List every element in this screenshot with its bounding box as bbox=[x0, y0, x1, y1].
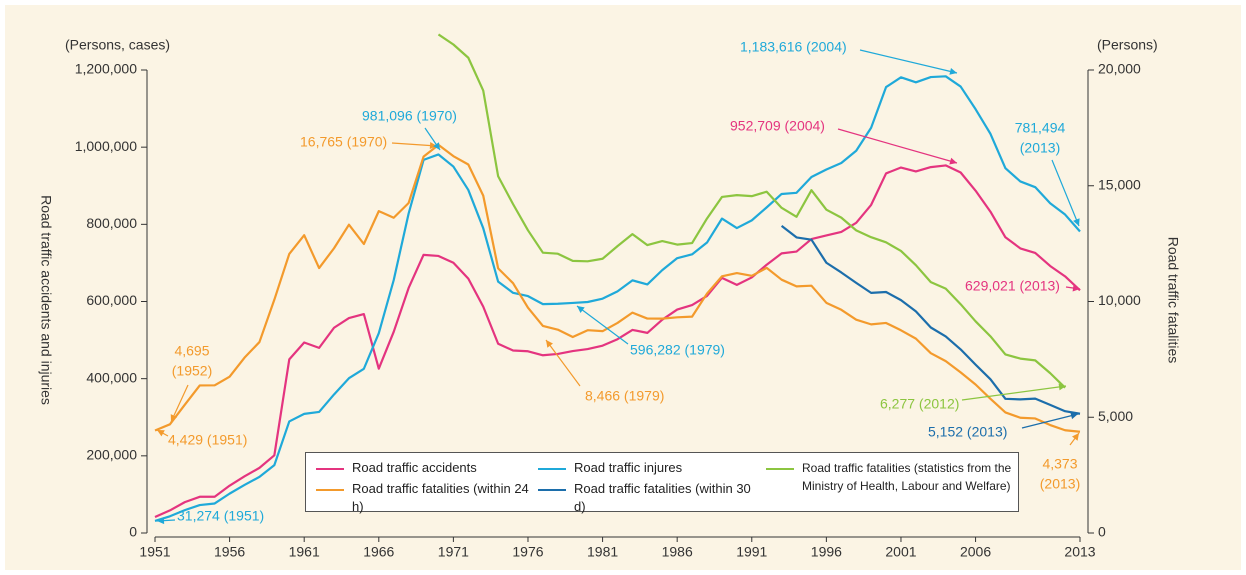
arrow-head bbox=[1058, 383, 1066, 391]
arrow-head bbox=[429, 142, 437, 150]
arrow-head bbox=[433, 142, 440, 150]
legend-item: Road traffic accidents bbox=[310, 459, 532, 480]
y2-tick-label: 0 bbox=[1098, 524, 1106, 540]
arrow-head bbox=[1070, 412, 1078, 420]
arrow-head bbox=[546, 340, 553, 348]
series-line bbox=[780, 224, 1081, 415]
legend-item: Road traffic fatalities (within 24 h) bbox=[310, 480, 532, 514]
x-tick-label: 1981 bbox=[587, 544, 618, 560]
annotation-arrow bbox=[391, 142, 438, 147]
legend-label: Road traffic fatalities (within 30 d) bbox=[574, 481, 751, 514]
annotation: 4,429 (1951) bbox=[168, 432, 247, 448]
series-line bbox=[154, 75, 1081, 522]
y-tick-label: 0 bbox=[129, 524, 137, 540]
x-tick-label: 1991 bbox=[736, 544, 767, 560]
annotation-arrow bbox=[961, 385, 1067, 401]
x-tick-label: 1996 bbox=[811, 544, 842, 560]
annotation: 8,466 (1979) bbox=[585, 388, 664, 404]
annotation: 1,183,616 (2004) bbox=[740, 39, 847, 55]
annotation-arrow bbox=[576, 305, 629, 345]
arrow-head bbox=[949, 67, 957, 75]
legend-label: Road traffic fatalities (within 24 h) bbox=[352, 481, 529, 514]
y-axis-title: Road traffic accidents and injuries bbox=[38, 195, 54, 405]
x-tick-label: 2001 bbox=[885, 544, 916, 560]
legend-item: Road traffic fatalities (within 30 d) bbox=[532, 480, 760, 514]
y2-axis-title: Road traffic fatalities bbox=[1165, 237, 1181, 364]
y-tick-label: 600,000 bbox=[86, 292, 137, 308]
legend-swatch bbox=[538, 489, 566, 491]
annotation: 5,152 (2013) bbox=[928, 424, 1007, 440]
legend-swatch bbox=[538, 468, 566, 470]
annotation: 952,709 (2004) bbox=[730, 118, 825, 134]
x-tick-label: 1971 bbox=[438, 544, 469, 560]
legend-item: Road traffic fatalities (statistics from… bbox=[760, 459, 1024, 501]
legend-item: Road traffic injures bbox=[532, 459, 760, 480]
annotation: 4,373 bbox=[1042, 456, 1077, 472]
annotation-arrow bbox=[1051, 159, 1080, 227]
annotation-arrow bbox=[1021, 413, 1079, 429]
annotation: 4,695 bbox=[174, 343, 209, 359]
annotation: 981,096 (1970) bbox=[362, 108, 457, 124]
x-tick-label: 1961 bbox=[289, 544, 320, 560]
arrow-head bbox=[577, 306, 585, 313]
annotation: 6,277 (2012) bbox=[880, 396, 959, 412]
y-tick-label: 1,200,000 bbox=[75, 61, 137, 77]
series-line bbox=[154, 143, 1081, 433]
arrow-head bbox=[949, 157, 957, 165]
y-tick-label: 800,000 bbox=[86, 215, 137, 231]
legend: Road traffic accidents Road traffic injur… bbox=[305, 452, 1019, 514]
annotation-arrow bbox=[859, 49, 958, 74]
annotation: (1952) bbox=[172, 363, 212, 379]
legend-label: Road traffic injures bbox=[574, 460, 683, 475]
annotation: 781,494 bbox=[1015, 120, 1066, 136]
x-tick-label: 1986 bbox=[662, 544, 693, 560]
legend-label: Road traffic accidents bbox=[352, 460, 477, 475]
y-tick-label: 1,000,000 bbox=[75, 138, 137, 154]
x-tick-label: 1951 bbox=[139, 544, 170, 560]
legend-swatch bbox=[766, 468, 794, 470]
y2-tick-label: 10,000 bbox=[1098, 292, 1141, 308]
annotation: 31,274 (1951) bbox=[177, 508, 264, 524]
annotation: 629,021 (2013) bbox=[965, 278, 1060, 294]
y2-tick-label: 5,000 bbox=[1098, 408, 1133, 424]
x-tick-label: 2013 bbox=[1064, 544, 1095, 560]
x-tick-label: 1976 bbox=[512, 544, 543, 560]
series-line bbox=[437, 33, 1066, 389]
annotation: 596,282 (1979) bbox=[630, 342, 725, 358]
arrow-head bbox=[1072, 284, 1080, 292]
right-unit: (Persons) bbox=[1097, 37, 1158, 53]
arrow-head bbox=[170, 414, 178, 422]
annotation-arrow bbox=[545, 339, 581, 387]
x-tick-label: 1956 bbox=[214, 544, 245, 560]
x-tick-label: 2006 bbox=[960, 544, 991, 560]
arrow-head bbox=[157, 517, 165, 525]
y-tick-label: 400,000 bbox=[86, 369, 137, 385]
left-unit: (Persons, cases) bbox=[65, 37, 170, 53]
arrow-head bbox=[1073, 218, 1080, 226]
legend-label: Road traffic fatalities (statistics from… bbox=[802, 461, 1012, 493]
y2-tick-label: 15,000 bbox=[1098, 176, 1141, 192]
x-tick-label: 1966 bbox=[363, 544, 394, 560]
arrow-head bbox=[157, 430, 165, 437]
annotation-arrow bbox=[837, 128, 958, 164]
annotation: (2013) bbox=[1040, 476, 1080, 492]
legend-swatch bbox=[316, 489, 344, 491]
annotation: 16,765 (1970) bbox=[300, 134, 387, 150]
annotation: (2013) bbox=[1020, 140, 1060, 156]
arrow-head bbox=[1072, 433, 1079, 441]
y2-tick-label: 20,000 bbox=[1098, 61, 1141, 77]
series-line bbox=[154, 164, 1081, 519]
legend-swatch bbox=[316, 468, 344, 470]
y-tick-label: 200,000 bbox=[86, 447, 137, 463]
